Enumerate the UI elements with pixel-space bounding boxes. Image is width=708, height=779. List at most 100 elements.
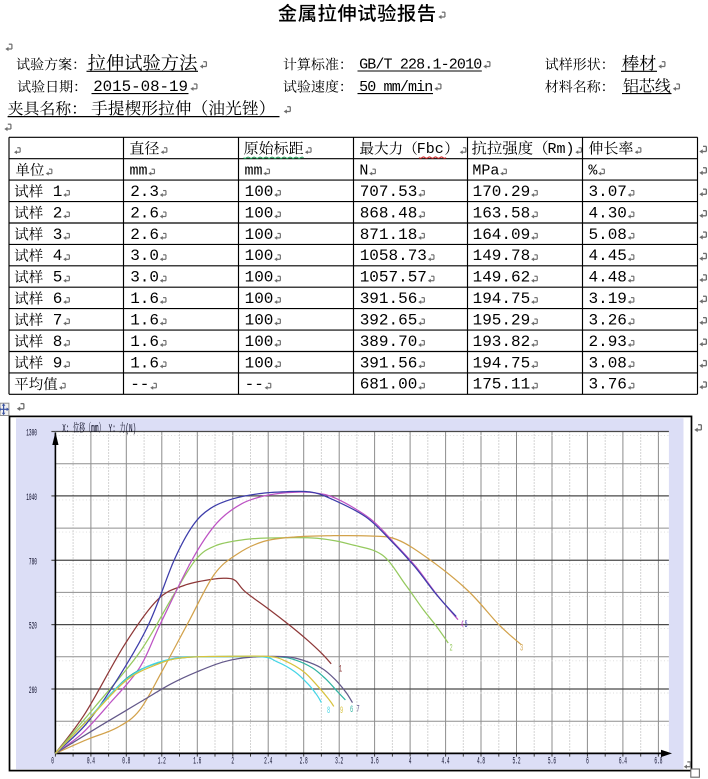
- svg-text:2.6: 2.6: [130, 226, 159, 244]
- svg-text:3.6: 3.6: [371, 757, 379, 767]
- svg-text:4: 4: [461, 619, 464, 630]
- svg-text:6.4: 6.4: [619, 757, 627, 767]
- svg-text:8: 8: [327, 705, 330, 716]
- svg-text:164.09: 164.09: [473, 226, 531, 244]
- svg-text:260: 260: [29, 687, 37, 697]
- svg-text:mm: mm: [91, 422, 99, 436]
- svg-text:6: 6: [350, 704, 353, 715]
- svg-text:170.29: 170.29: [473, 183, 531, 201]
- svg-text:4.8: 4.8: [477, 757, 485, 767]
- svg-text:mm: mm: [245, 163, 263, 180]
- svg-text:392.65: 392.65: [360, 311, 418, 329]
- svg-text:MPa: MPa: [472, 163, 499, 180]
- svg-text:2: 2: [53, 204, 63, 222]
- svg-text:0.4: 0.4: [87, 757, 95, 767]
- svg-text:3.07: 3.07: [589, 183, 627, 201]
- svg-text:194.75: 194.75: [473, 290, 531, 308]
- svg-text:1.6: 1.6: [130, 311, 159, 329]
- svg-text:2.93: 2.93: [589, 333, 627, 351]
- svg-text:520: 520: [29, 622, 37, 632]
- svg-text:100: 100: [245, 204, 274, 222]
- svg-text:1: 1: [53, 183, 63, 201]
- svg-text:193.82: 193.82: [473, 333, 531, 351]
- svg-text:mm: mm: [130, 163, 148, 180]
- svg-text:9: 9: [340, 705, 343, 716]
- svg-text:2: 2: [450, 643, 453, 654]
- svg-text:5: 5: [465, 619, 468, 630]
- svg-text:2.3: 2.3: [130, 183, 159, 201]
- svg-text:3.26: 3.26: [589, 311, 627, 329]
- svg-text:4.48: 4.48: [589, 269, 627, 287]
- svg-text:3.0: 3.0: [130, 247, 159, 265]
- svg-text:5.08: 5.08: [589, 226, 627, 244]
- svg-text:871.18: 871.18: [360, 226, 418, 244]
- svg-text:6: 6: [586, 757, 589, 767]
- svg-text:5: 5: [53, 269, 63, 287]
- svg-text:9: 9: [53, 354, 63, 372]
- svg-text:1.6: 1.6: [130, 333, 159, 351]
- svg-text:868.48: 868.48: [360, 204, 418, 222]
- svg-text:(N): (N): [125, 422, 136, 436]
- svg-text:1: 1: [339, 664, 342, 675]
- svg-text:--: --: [245, 376, 264, 394]
- svg-text:100: 100: [245, 183, 274, 201]
- svg-text:2.4: 2.4: [264, 757, 272, 767]
- svg-text:4: 4: [409, 757, 412, 767]
- svg-text:3.2: 3.2: [335, 757, 343, 767]
- svg-text:1057.57: 1057.57: [360, 269, 427, 287]
- svg-text:2.8: 2.8: [300, 757, 308, 767]
- svg-text:100: 100: [245, 247, 274, 265]
- svg-text:1.6: 1.6: [130, 290, 159, 308]
- svg-text:6: 6: [53, 290, 63, 308]
- svg-text:0.8: 0.8: [122, 757, 130, 767]
- svg-text:1300: 1300: [26, 429, 37, 439]
- svg-text:389.70: 389.70: [360, 333, 418, 351]
- svg-text:149.78: 149.78: [473, 247, 531, 265]
- svg-text:149.62: 149.62: [473, 269, 531, 287]
- svg-text:0: 0: [51, 757, 54, 767]
- svg-text:707.53: 707.53: [360, 183, 418, 201]
- svg-text:%: %: [588, 163, 598, 180]
- svg-text:4.45: 4.45: [589, 247, 627, 265]
- svg-text:3.19: 3.19: [589, 290, 627, 308]
- svg-text:100: 100: [245, 269, 274, 287]
- svg-text:50 mm/min: 50 mm/min: [359, 79, 432, 96]
- svg-text:780: 780: [29, 558, 37, 568]
- svg-text:100: 100: [245, 290, 274, 308]
- svg-text:Fbc: Fbc: [417, 141, 444, 158]
- svg-text:391.56: 391.56: [360, 354, 418, 372]
- svg-text:3: 3: [520, 643, 523, 654]
- svg-text:175.11: 175.11: [473, 376, 531, 394]
- svg-text:5.2: 5.2: [512, 757, 520, 767]
- svg-text:2.6: 2.6: [130, 204, 159, 222]
- svg-text:1040: 1040: [26, 493, 37, 503]
- svg-text:681.00: 681.00: [360, 376, 418, 394]
- svg-text:3: 3: [53, 226, 63, 244]
- svg-text:2: 2: [231, 757, 234, 767]
- svg-text:5.6: 5.6: [548, 757, 556, 767]
- svg-text:4: 4: [53, 247, 63, 265]
- svg-text:4.30: 4.30: [589, 204, 627, 222]
- svg-text:7: 7: [357, 704, 360, 715]
- svg-text:1.2: 1.2: [158, 757, 166, 767]
- svg-text:GB/T 228.1-2010: GB/T 228.1-2010: [359, 57, 482, 74]
- svg-text:2015-08-19: 2015-08-19: [93, 78, 188, 96]
- svg-text:6.8: 6.8: [654, 757, 662, 767]
- svg-text:100: 100: [245, 333, 274, 351]
- svg-text:194.75: 194.75: [473, 354, 531, 372]
- svg-text:--: --: [130, 376, 149, 394]
- svg-text:3.76: 3.76: [589, 376, 627, 394]
- svg-text:100: 100: [245, 354, 274, 372]
- svg-text:163.58: 163.58: [473, 204, 531, 222]
- svg-text:Rm): Rm): [548, 141, 575, 158]
- svg-text:1.6: 1.6: [193, 757, 201, 767]
- svg-text:3.0: 3.0: [130, 269, 159, 287]
- svg-text:Y:: Y:: [109, 422, 116, 436]
- svg-text:1058.73: 1058.73: [360, 247, 427, 265]
- svg-text:100: 100: [245, 311, 274, 329]
- svg-text:N: N: [359, 163, 368, 180]
- svg-text:3.08: 3.08: [589, 354, 627, 372]
- svg-text:195.29: 195.29: [473, 311, 531, 329]
- svg-text:7: 7: [53, 311, 63, 329]
- svg-text:391.56: 391.56: [360, 290, 418, 308]
